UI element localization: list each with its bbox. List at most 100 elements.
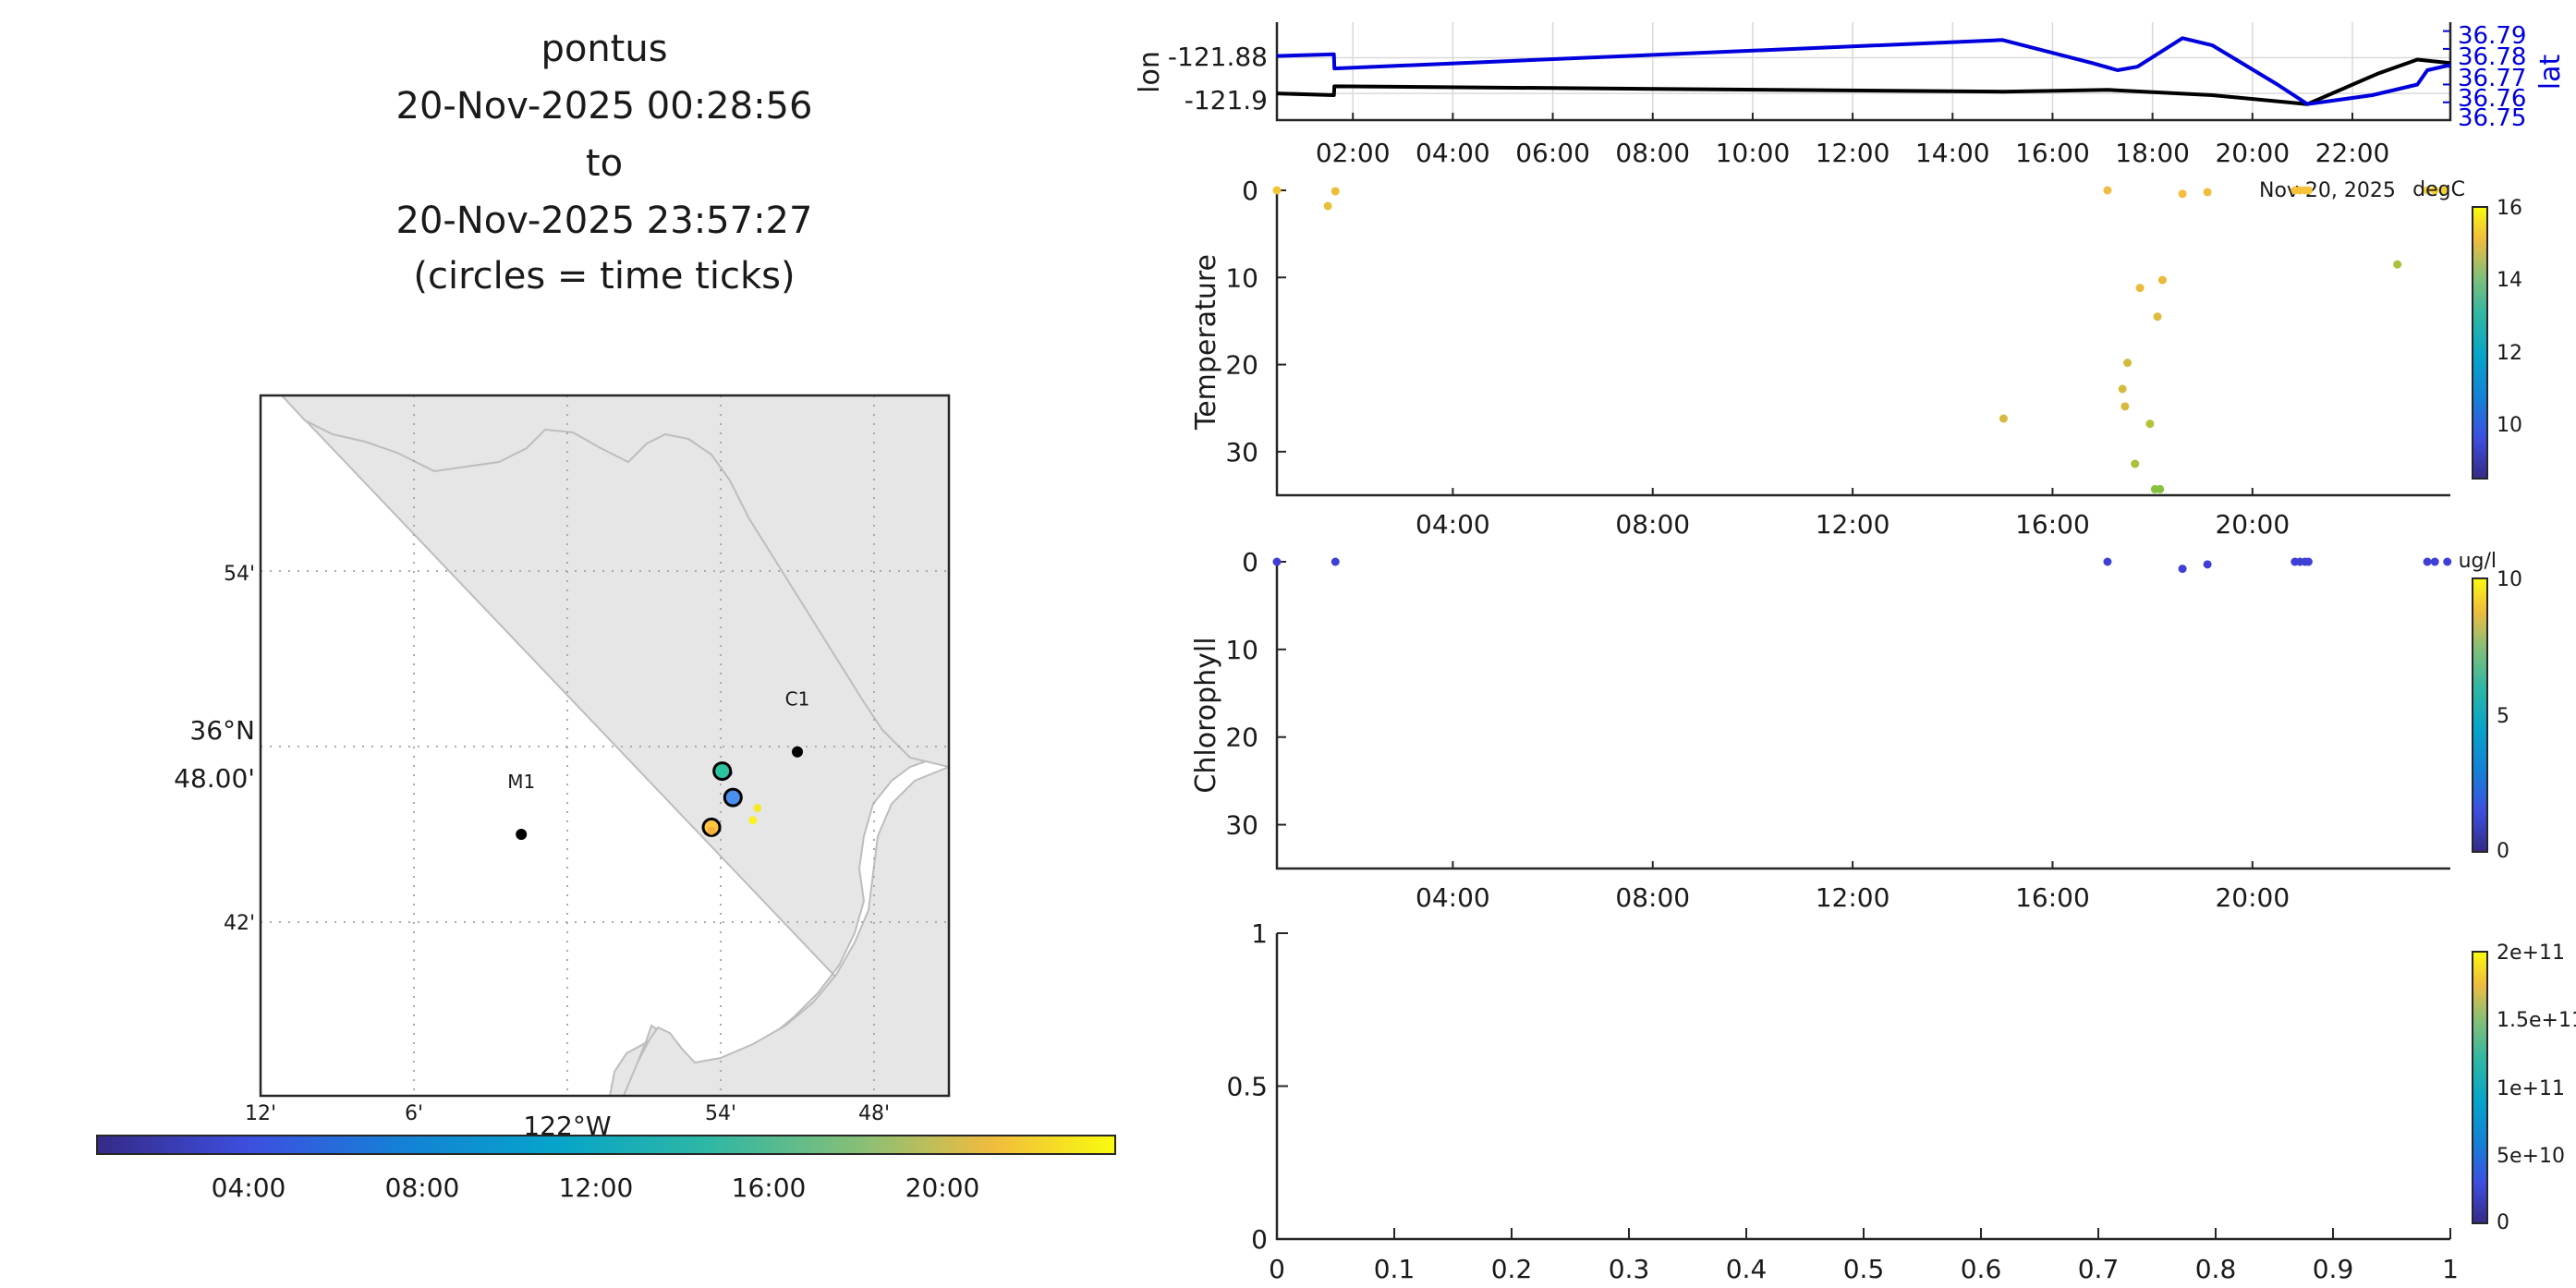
lonlat-right-tick: 36.77 — [2458, 65, 2526, 92]
lonlat-right-tick: 36.76 — [2458, 85, 2526, 113]
lonlat-ylabel-left: lon — [1134, 51, 1166, 93]
empty-xtick-label: 0.5 — [1843, 1254, 1885, 1284]
chlorophyll-yticks: 0 10 20 30 — [1225, 547, 1286, 841]
empty-panel-yticks: 10.50 — [1226, 918, 1288, 1255]
chlorophyll-point — [2103, 557, 2112, 566]
empty-panel-colorbar-tick: 2e+11 — [2497, 942, 2565, 965]
temperature-point — [2156, 484, 2165, 493]
chlorophyll-xtick-label: 08:00 — [1615, 882, 1690, 913]
chlorophyll-xticks: 04:00 08:00 12:00 16:00 20:00 — [1416, 861, 2290, 913]
empty-ytick-label: 1 — [1251, 918, 1268, 949]
track-time-tick — [712, 761, 733, 782]
map-lat-label-42: 42' — [224, 912, 255, 935]
temperature-point — [2178, 189, 2187, 199]
chlorophyll-point — [1272, 557, 1282, 566]
empty-panel-colorbar — [2472, 951, 2488, 1224]
lonlat-right-tick: 36.79 — [2458, 22, 2526, 50]
lat-series-line — [1276, 36, 2451, 106]
map-lon-label-6: 6' — [405, 1102, 423, 1125]
lonlat-xtick-label: 12:00 — [1816, 138, 1890, 168]
empty-panel-colorbar-tick: 0 — [2497, 1211, 2509, 1234]
temperature-xtick-label: 08:00 — [1615, 509, 1690, 540]
chlorophyll-axes — [1275, 562, 2450, 870]
title-line-5: (circles = time ticks) — [413, 255, 795, 298]
temperature-colorbar-tick: 12 — [2497, 342, 2522, 365]
lonlat-xtick-label: 22:00 — [2315, 138, 2390, 168]
chlorophyll-point — [2303, 557, 2313, 566]
empty-ytick-label: 0 — [1251, 1224, 1268, 1255]
chlorophyll-ylabel: Chlorophyll — [1190, 637, 1222, 793]
chlorophyll-units: ug/l — [2459, 550, 2497, 573]
station-marker — [792, 746, 803, 758]
empty-panel-axes — [1275, 933, 2450, 1241]
temperature-yticks: 0 10 20 30 — [1225, 176, 1286, 468]
temperature-point — [2123, 358, 2132, 368]
title-line-3: to — [586, 142, 623, 185]
temperature-point — [2440, 186, 2449, 195]
chlorophyll-xtick-label: 12:00 — [1816, 882, 1890, 913]
temperature-xtick-label: 16:00 — [2015, 509, 2090, 540]
chlorophyll-ytick-label: 10 — [1225, 635, 1258, 665]
chlorophyll-point — [2203, 560, 2212, 569]
empty-panel-colorbar-tick: 1.5e+11 — [2497, 1009, 2576, 1032]
temperature-xtick-label: 04:00 — [1416, 509, 1490, 540]
chlorophyll-point — [2178, 565, 2187, 574]
temperature-point — [2430, 186, 2439, 195]
lonlat-xtick-label: 20:00 — [2215, 138, 2290, 168]
lonlat-panel: lon lat -121.88 -121.9 36.79 36.78 36.77… — [1134, 22, 2567, 202]
empty-xtick-label: 0.4 — [1726, 1254, 1768, 1284]
lonlat-axes — [1275, 22, 2452, 122]
lonlat-xtick-label: 10:00 — [1716, 138, 1791, 168]
lonlat-ylabel-right: lat — [2534, 55, 2567, 91]
map-lat-label-48: 48.00' — [174, 763, 255, 794]
temperature-colorbar-tick: 10 — [2497, 414, 2522, 437]
map-panel: 54' 36°N 48.00' 42' 12' 6' 122°W 54' 48'… — [174, 394, 951, 1141]
empty-panel-colorbar-tick: 5e+10 — [2497, 1145, 2565, 1168]
temperature-point — [2118, 384, 2127, 394]
chlorophyll-point — [2430, 557, 2439, 566]
empty-xtick-label: 0.7 — [2078, 1254, 2120, 1284]
temperature-ytick-label: 20 — [1225, 350, 1258, 381]
chlorophyll-ytick-label: 20 — [1225, 723, 1258, 753]
lonlat-left-tick: -121.9 — [1185, 85, 1268, 115]
lonlat-xtick-label: 02:00 — [1316, 138, 1391, 168]
title-line-4: 20-Nov-2025 23:57:27 — [396, 200, 813, 242]
lonlat-grid — [1277, 22, 2450, 120]
chlorophyll-point — [2443, 557, 2452, 566]
temperature-point — [1272, 186, 1282, 195]
track-time-tick — [723, 787, 743, 808]
empty-panel-colorbar-tick: 1e+11 — [2497, 1077, 2565, 1100]
empty-xtick-label: 0.1 — [1374, 1254, 1416, 1284]
temperature-ylabel: Temperature — [1190, 254, 1222, 431]
map-colorbar-tick: 04:00 — [212, 1173, 286, 1203]
map-lat-label-54: 54' — [224, 563, 255, 586]
map-land-north — [280, 395, 949, 769]
map-colorbar-gradient — [96, 1135, 1116, 1155]
map-grid — [261, 395, 949, 1096]
empty-xtick-label: 0.3 — [1609, 1254, 1650, 1284]
temperature-xtick-label: 12:00 — [1816, 509, 1890, 540]
temperature-colorbar-tick: 14 — [2497, 269, 2522, 292]
chlorophyll-colorbar — [2472, 577, 2488, 853]
lonlat-xtick-label: 04:00 — [1416, 138, 1490, 168]
temperature-units: degC — [2412, 178, 2465, 201]
chlorophyll-panel: Chlorophyll 0 10 20 30 04:00 08:00 12:00 16:00… — [1190, 547, 2522, 913]
temperature-point — [2145, 419, 2155, 429]
lonlat-xtick-label: 08:00 — [1615, 138, 1690, 168]
map-colorbar-tick: 12:00 — [559, 1173, 634, 1203]
chlorophyll-ytick-label: 0 — [1242, 547, 1258, 577]
temperature-point — [2203, 188, 2212, 197]
temperature-xtick-label: 20:00 — [2215, 509, 2290, 540]
title-line-1: pontus — [541, 28, 667, 70]
empty-xtick-label: 0.2 — [1491, 1254, 1533, 1284]
chlorophyll-xtick-label: 20:00 — [2215, 882, 2290, 913]
title-line-2: 20-Nov-2025 00:28:56 — [396, 85, 813, 128]
figure-title: pontus 20-Nov-2025 00:28:56 to 20-Nov-20… — [396, 28, 813, 298]
lonlat-xtick-label: 14:00 — [1915, 138, 1990, 168]
chlorophyll-points — [1272, 557, 2452, 574]
empty-xtick-label: 0.6 — [1961, 1254, 2002, 1284]
map-colorbar-tick: 20:00 — [905, 1173, 980, 1203]
chlorophyll-colorbar-tick: 0 — [2497, 840, 2509, 863]
temperature-point — [2153, 312, 2162, 322]
lonlat-right-tick: 36.75 — [2458, 104, 2526, 132]
